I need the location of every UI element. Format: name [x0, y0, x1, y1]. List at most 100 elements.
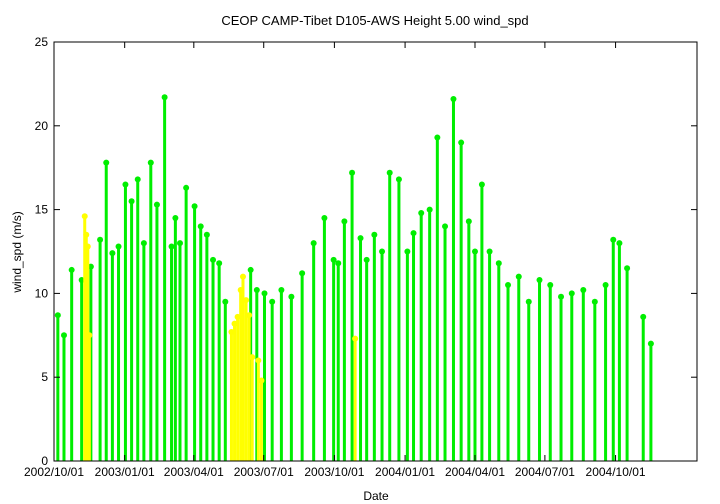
- data-point: [515, 273, 522, 280]
- data-point: [442, 223, 449, 230]
- data-point: [247, 266, 254, 273]
- data-point: [161, 94, 168, 101]
- data-point: [87, 263, 94, 270]
- data-point: [547, 282, 554, 289]
- data-point: [243, 297, 250, 304]
- data-point: [140, 240, 147, 247]
- data-point: [335, 260, 342, 267]
- x-axis-label: Date: [363, 489, 389, 503]
- data-point: [568, 290, 575, 297]
- data-point: [505, 282, 512, 289]
- data-point: [616, 240, 623, 247]
- data-point: [253, 287, 260, 294]
- data-point: [330, 256, 337, 263]
- data-point: [147, 159, 154, 166]
- data-point: [624, 265, 631, 272]
- x-tick-label: 2004/04/01: [445, 465, 505, 479]
- data-point: [103, 159, 110, 166]
- data-point: [197, 223, 204, 230]
- data-point: [471, 248, 478, 255]
- data-point: [228, 328, 235, 335]
- data-point: [278, 287, 285, 294]
- data-point: [525, 298, 532, 305]
- data-point: [352, 335, 359, 342]
- data-point: [478, 181, 485, 188]
- data-point: [258, 377, 265, 384]
- x-tick-label: 2003/10/01: [304, 465, 364, 479]
- x-tick-label: 2003/04/01: [164, 465, 224, 479]
- data-point: [558, 293, 565, 300]
- data-point: [465, 218, 472, 225]
- data-point: [349, 169, 356, 176]
- data-point: [183, 184, 190, 191]
- data-point: [261, 290, 268, 297]
- data-point: [222, 298, 229, 305]
- data-point: [168, 243, 175, 250]
- y-tick-label: 25: [35, 35, 49, 49]
- data-point: [203, 231, 210, 238]
- data-point: [97, 236, 104, 243]
- data-point: [418, 209, 425, 216]
- data-point: [580, 287, 587, 294]
- data-point: [234, 313, 241, 320]
- data-point: [109, 250, 116, 257]
- data-point: [86, 332, 93, 339]
- data-point: [434, 134, 441, 141]
- data-point: [78, 276, 85, 283]
- data-point: [395, 176, 402, 183]
- y-tick-label: 15: [35, 203, 49, 217]
- y-tick-label: 5: [41, 370, 48, 384]
- data-point: [486, 248, 493, 255]
- data-point: [404, 248, 411, 255]
- x-tick-label: 2003/07/01: [234, 465, 294, 479]
- x-tick-label: 2002/10/01: [24, 465, 84, 479]
- data-point: [128, 198, 135, 205]
- data-point: [246, 312, 253, 319]
- data-point: [357, 235, 364, 242]
- data-point: [255, 357, 262, 364]
- data-point: [54, 312, 61, 319]
- data-point: [371, 231, 378, 238]
- y-axis-label: wind_spd (m/s): [10, 211, 24, 293]
- data-point: [495, 260, 502, 267]
- data-point: [239, 273, 246, 280]
- data-point: [647, 340, 654, 347]
- plot-frame: [53, 41, 698, 462]
- data-point: [341, 218, 348, 225]
- chart-title: CEOP CAMP-Tibet D105-AWS Height 5.00 win…: [221, 13, 528, 28]
- data-point: [591, 298, 598, 305]
- x-axis: 2002/10/01 2003/01/01 2003/04/01 2003/07/01…: [24, 42, 646, 479]
- x-tick-label: 2003/01/01: [95, 465, 155, 479]
- data-point: [231, 320, 238, 327]
- data-point: [386, 169, 393, 176]
- data-point: [134, 176, 141, 183]
- data-point: [310, 240, 317, 247]
- y-tick-label: 0: [41, 454, 48, 468]
- data-point: [68, 266, 75, 273]
- data-point: [321, 214, 328, 221]
- data-point: [216, 260, 223, 267]
- data-point: [210, 256, 217, 263]
- data-point: [602, 282, 609, 289]
- data-layer: [54, 94, 654, 461]
- x-tick-label: 2004/01/01: [375, 465, 435, 479]
- data-point: [610, 236, 617, 243]
- data-point: [172, 214, 179, 221]
- data-point: [84, 243, 91, 250]
- data-point: [426, 206, 433, 213]
- x-tick-label: 2004/07/01: [515, 465, 575, 479]
- data-point: [450, 95, 457, 102]
- data-point: [299, 270, 306, 277]
- data-point: [288, 293, 295, 300]
- data-point: [363, 256, 370, 263]
- data-point: [191, 203, 198, 210]
- data-point: [115, 243, 122, 250]
- y-tick-label: 20: [35, 119, 49, 133]
- data-point: [640, 313, 647, 320]
- data-point: [379, 248, 386, 255]
- data-point: [81, 213, 88, 220]
- data-point: [122, 181, 129, 188]
- data-point: [536, 276, 543, 283]
- data-point: [249, 354, 256, 361]
